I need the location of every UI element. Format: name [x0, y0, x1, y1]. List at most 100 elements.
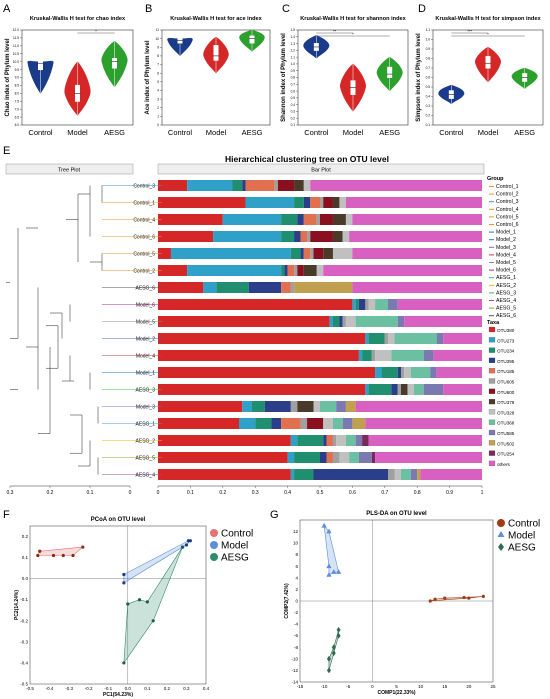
legend-swatch: [488, 357, 496, 363]
bar-segment-OTU234: [294, 452, 320, 463]
legend-label: Control_5: [496, 214, 519, 220]
legend-label: AESG_5: [496, 306, 516, 312]
x-tick-label: 0.9: [446, 490, 453, 496]
bar-segment-OTU328: [345, 214, 353, 225]
point-AESG: [336, 626, 341, 633]
bar-segment-OTU605: [384, 333, 389, 344]
legend-label: Model_4: [496, 252, 516, 258]
legend-label-Model: Model: [508, 531, 535, 542]
point-Control: [433, 597, 437, 601]
point-AESG: [331, 644, 336, 651]
y-tick-label: 10: [155, 37, 159, 41]
bar-segment-OTU379: [401, 384, 408, 395]
point-Model: [326, 563, 332, 569]
bar-segment-OTU368: [375, 299, 389, 310]
bar-segment-others: [436, 367, 482, 378]
bar-segment-OTU273: [290, 435, 298, 446]
y-tick-label: 0.1: [22, 555, 29, 560]
y-axis-label: Simpson index of Phylum level: [416, 33, 422, 122]
legend-swatch: [488, 337, 496, 343]
bar-segment-others: [375, 452, 482, 463]
plot-frame: [161, 29, 271, 126]
point-Model: [122, 572, 126, 577]
chart-title: Kruskal-Wallis H test for chao index: [30, 16, 126, 22]
bar-segment-OTU185: [310, 197, 320, 208]
x-axis-label: PC1(54.23%): [103, 692, 133, 698]
legend-label: OTU502: [497, 441, 515, 446]
bar-segment-OTU585: [336, 401, 346, 412]
bar-segment-OTU380: [158, 367, 376, 378]
bar-segment-OTU380: [158, 384, 366, 395]
bar-segment-OTU395: [358, 299, 366, 310]
y-tick-label: -0.1: [20, 597, 28, 602]
bar-segment-OTU605: [365, 299, 369, 310]
row-label: Model_6: [136, 303, 155, 309]
bar-segment-OTU395: [300, 248, 304, 259]
legend-swatch: [488, 347, 496, 353]
y-tick-label: 0.2: [22, 534, 29, 539]
y-tick-label: 0.3: [291, 110, 296, 114]
bar-segment-OTU234: [362, 350, 372, 361]
legend-label: OTU368: [497, 421, 515, 426]
bar-segment-OTU234: [368, 333, 385, 344]
bar-segment-OTU395: [303, 197, 311, 208]
bar-segment-OTU380: [158, 469, 291, 480]
bar-segment-OTU380: [158, 180, 188, 191]
row-label: Model_3: [136, 405, 155, 411]
point-Model: [336, 569, 342, 574]
y-tick-label: -0.3: [20, 639, 28, 644]
x-tick-label-AESG: AESG: [104, 128, 125, 137]
bar-segment-OTU585: [436, 333, 444, 344]
bar-segment-OTU585: [397, 316, 405, 327]
legend-label: OTU273: [497, 338, 515, 343]
bar-segment-OTU328: [342, 231, 350, 242]
row-label: Model_1: [136, 371, 155, 377]
bar-segment-OTU605: [320, 197, 324, 208]
bar-segment-OTU600: [297, 265, 304, 276]
x-tick-label: -0.2: [85, 686, 93, 691]
bar-segment-others: [355, 401, 482, 412]
bar-segment-OTU395: [264, 401, 291, 412]
bar-segment-OTU605: [316, 214, 320, 225]
legend-label: OTU585: [497, 431, 515, 436]
panel-letter-B: B: [145, 3, 152, 15]
x-tick-label: 15: [442, 684, 448, 689]
point-Control: [36, 553, 40, 558]
legend-swatch: [488, 409, 496, 415]
legend-label: Control_3: [496, 199, 519, 205]
bar-segment-OTU185: [300, 231, 308, 242]
bar-segment-OTU234: [232, 180, 243, 191]
bar-segment-OTU368: [394, 333, 437, 344]
y-tick-label: 5: [157, 80, 159, 84]
row-label: AESG_4: [136, 473, 156, 479]
bar-segment-OTU273: [329, 316, 333, 327]
y-tick-label: 3: [157, 97, 159, 101]
y-tick-label: 6.0: [15, 123, 20, 127]
bar-segment-OTU395: [320, 452, 327, 463]
bar-segment-OTU185: [281, 418, 301, 429]
bar-segment-OTU273: [213, 231, 282, 242]
point-AESG: [151, 619, 155, 623]
y-tick-label: 2: [295, 587, 298, 592]
bar-segment-OTU585: [423, 350, 434, 361]
bar-segment-OTU395: [294, 231, 301, 242]
bar-segment-others: [397, 299, 482, 310]
y-tick-label: 7.0: [15, 107, 20, 111]
bar-segment-OTU185: [326, 452, 333, 463]
significance-label: ***: [467, 29, 472, 34]
x-tick-label: -5: [346, 684, 350, 689]
bar-segment-OTU328: [336, 435, 346, 446]
row-label: Model_4: [136, 354, 155, 360]
x-tick-label-Model: Model: [67, 128, 88, 137]
x-tick-label-Control: Control: [28, 128, 53, 137]
y-tick-label: 4: [157, 89, 159, 93]
bar-segment-OTU234: [368, 384, 392, 395]
violin-panel-D: Kruskal-Wallis H test for simpson index S…: [416, 16, 544, 137]
legend-label: OTU254: [497, 452, 515, 457]
bar-segment-OTU273: [239, 418, 256, 429]
y-tick-label: 6: [157, 71, 159, 75]
bar-header: Bar Plot: [311, 168, 331, 174]
y-tick-label: -10: [291, 656, 298, 661]
bar-segment-OTU234: [251, 401, 265, 412]
